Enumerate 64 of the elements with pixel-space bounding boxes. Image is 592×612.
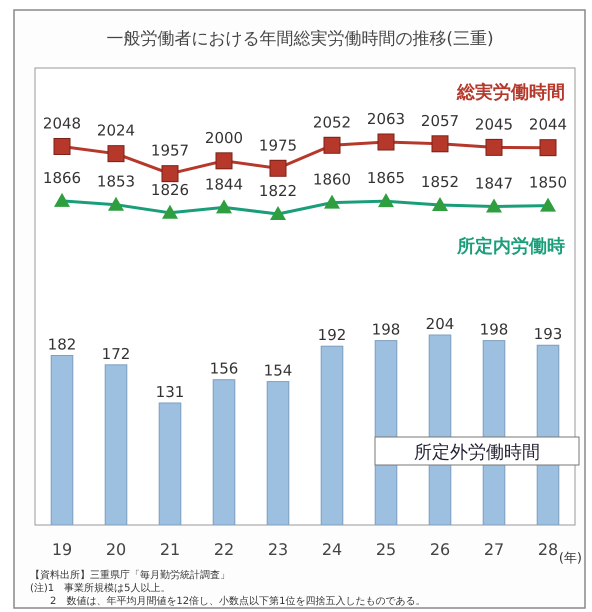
data-label: 2048 [42, 114, 82, 132]
x-tick-label: 19 [52, 540, 72, 559]
data-label: 1826 [150, 180, 190, 199]
data-label: 192 [318, 326, 346, 344]
x-tick-label: 28 [538, 540, 558, 559]
data-label: 2024 [96, 122, 136, 140]
bar [104, 364, 128, 526]
text: (注)1 事業所規模は5人以上。 [30, 582, 171, 594]
bar [266, 381, 290, 526]
data-label: 198 [480, 320, 508, 339]
x-tick-label: 22 [214, 540, 234, 559]
x-tick-label: 21 [160, 540, 180, 559]
point [486, 138, 502, 156]
chart-title: 一般労働者における年間総実労働時間の推移(三重) [106, 29, 494, 49]
point [270, 160, 286, 177]
data-label: 172 [102, 344, 130, 363]
data-label: 1866 [42, 168, 82, 187]
data-label: 131 [156, 382, 184, 401]
point [378, 134, 394, 150]
point [540, 139, 556, 156]
point [162, 165, 178, 182]
data-label: 1853 [96, 172, 136, 191]
x-axis-title: (年) [558, 551, 582, 566]
bar [320, 346, 344, 526]
x-tick-label: 27 [484, 540, 504, 559]
x-tick-label: 26 [430, 540, 450, 559]
data-label: 1860 [312, 170, 352, 189]
data-label: 2045 [474, 115, 514, 134]
point [108, 145, 124, 162]
data-label: 2052 [312, 113, 352, 132]
data-label: 154 [264, 362, 292, 380]
data-label: 198 [372, 320, 400, 339]
data-label: 1957 [150, 142, 190, 160]
data-label: 182 [48, 335, 76, 354]
data-label: 193 [534, 325, 562, 344]
data-label: 2044 [528, 116, 568, 134]
data-label: 2000 [204, 128, 244, 147]
data-label: 204 [426, 315, 454, 333]
text: 【資料出所】三重県庁「毎月勤労統計調査」 [30, 569, 230, 581]
data-label: 2057 [420, 112, 460, 130]
x-tick-label: 23 [268, 540, 288, 559]
series-label: 所定外労働時間 [414, 442, 540, 463]
bar [158, 402, 182, 526]
data-label: 1847 [474, 174, 514, 193]
series-label: 所定内労働時 [456, 236, 565, 257]
data-label: 2063 [366, 110, 406, 128]
bar [212, 379, 236, 526]
data-label: 1852 [420, 173, 460, 192]
data-label: 156 [210, 360, 238, 378]
x-tick-label: 20 [106, 540, 126, 559]
point [432, 135, 448, 152]
data-label: 1844 [204, 175, 244, 194]
bar [50, 354, 74, 526]
x-tick-label: 25 [376, 540, 396, 559]
text: 2 数値は、年平均月間値を12倍し、小数点以下第1位を四捨五入したものである。 [30, 595, 426, 607]
point [54, 138, 70, 155]
data-label: 1850 [528, 174, 568, 192]
series-label: 総実労働時間 [456, 82, 565, 103]
data-label: 1975 [258, 136, 298, 154]
data-label: 1865 [366, 169, 406, 188]
point [324, 136, 340, 154]
x-tick-label: 24 [322, 540, 342, 559]
data-label: 1822 [258, 182, 298, 200]
point [216, 152, 232, 170]
